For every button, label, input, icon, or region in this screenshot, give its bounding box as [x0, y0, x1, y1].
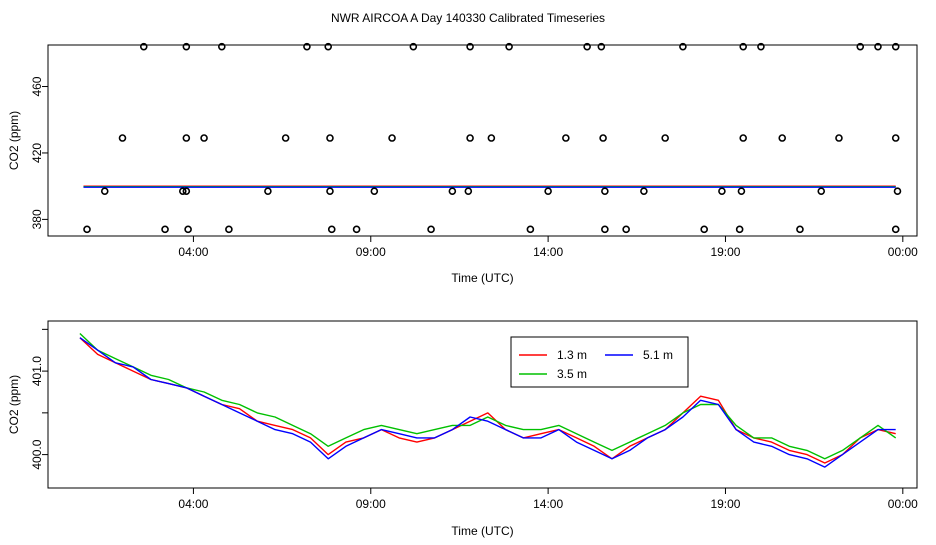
panel2-y-tick-label: 400.0 [30, 439, 44, 469]
panel2-y-tick-label: 401.0 [30, 356, 44, 386]
panel1-scatter-point [874, 42, 882, 51]
panel2-x-tick-label: 04:00 [178, 497, 208, 511]
panel1-scatter-point [427, 225, 435, 234]
panel1-scatter-point [200, 134, 208, 142]
panel1-scatter-point [526, 225, 535, 234]
panel1-scatter-point [505, 42, 513, 51]
panel1-scatter-point [891, 225, 900, 234]
panel1-plot-frame [47, 44, 918, 237]
panel2-legend-label: 5.1 m [643, 348, 673, 362]
panel1-scatter-point [370, 187, 379, 195]
panel1-scatter-point [409, 42, 418, 51]
panel1-scatter-point [835, 134, 843, 142]
panel1-scatter-point [83, 225, 91, 234]
panel2-x-tick-label: 14:00 [533, 497, 563, 511]
panel1-scatter-point [487, 134, 496, 142]
panel1-y-tick-label: 380 [30, 209, 44, 229]
panel1-scatter-point [466, 42, 474, 51]
panel1-scatter-point [466, 134, 474, 142]
panel1-scatter-point [178, 187, 187, 195]
panel2-series-line [79, 337, 896, 468]
chart-title: NWR AIRCOA A Day 140330 Calibrated Times… [331, 11, 605, 25]
panel1-scatter-point [100, 187, 109, 195]
panel1-scatter-point [184, 225, 192, 234]
panel1-scatter-point [118, 134, 127, 142]
panel1-scatter-point [327, 225, 336, 234]
panel2-legend-label: 1.3 m [557, 348, 587, 362]
panel1-scatter-point [352, 225, 361, 234]
panel2-legend-box [510, 336, 689, 388]
panel2-x-tick-label: 09:00 [356, 497, 386, 511]
panel1-scatter-point [544, 187, 552, 195]
panel1-scatter-point [640, 187, 648, 195]
panel1-scatter-point [735, 225, 744, 234]
panel1-scatter-point [737, 187, 746, 195]
panel1-scatter-point [679, 42, 687, 51]
panel1-scatter-point [739, 134, 748, 142]
panel1-scatter-point [264, 187, 272, 195]
panel1-scatter-point [601, 225, 609, 234]
panel1-scatter-point [182, 42, 191, 51]
panel1-scatter-point [583, 42, 591, 51]
panel1-y-tick-label: 420 [30, 143, 44, 163]
panel1-scatter-point [281, 134, 290, 142]
panel1-scatter-point [661, 134, 669, 142]
panel2-y-axis-label: CO2 (ppm) [7, 375, 21, 434]
panel2-plot-frame [47, 320, 918, 489]
panel2-x-axis-label: Time (UTC) [451, 524, 513, 538]
panel1-x-tick-label: 00:00 [888, 245, 918, 259]
panel1-scatter-point [326, 187, 334, 195]
panel2-series-line [79, 337, 896, 464]
panel1-x-axis-label: Time (UTC) [451, 271, 513, 285]
panel1-scatter-point [700, 225, 708, 234]
panel1-x-tick-label: 19:00 [710, 245, 740, 259]
panel2-x-tick-label: 19:00 [710, 497, 740, 511]
panel1-scatter-point [218, 42, 226, 51]
panel1-scatter-point [448, 187, 457, 195]
panel1-scatter-point [599, 134, 607, 142]
panel1-scatter-point [778, 134, 787, 142]
panel1-scatter-point [622, 225, 630, 234]
panel1-x-tick-label: 14:00 [533, 245, 563, 259]
panel1-y-axis-label: CO2 (ppm) [7, 111, 21, 170]
panel2-x-tick-label: 00:00 [888, 497, 918, 511]
panel1-x-tick-label: 04:00 [178, 245, 208, 259]
panel1-scatter-point [326, 134, 334, 142]
panel1-scatter-point [562, 134, 570, 142]
panel1-scatter-point [891, 134, 900, 142]
panel1-scatter-point [739, 42, 748, 51]
panel1-scatter-point [225, 225, 233, 234]
panel1-scatter-point [796, 225, 804, 234]
panel1-scatter-point [324, 42, 333, 51]
panel1-y-tick-label: 460 [30, 76, 44, 96]
panel1-scatter-point [856, 42, 865, 51]
panel1-scatter-point [388, 134, 396, 142]
panel2-legend-label: 3.5 m [557, 367, 587, 381]
panel1-scatter-point [303, 42, 311, 51]
panel1-scatter-point [597, 42, 606, 51]
panel1-scatter-point [139, 42, 148, 51]
panel1-scatter-point [757, 42, 765, 51]
panel1-scatter-point [464, 187, 473, 195]
panel1-scatter-point [161, 225, 169, 234]
panel1-scatter-point [182, 134, 191, 142]
panel1-scatter-point [182, 187, 191, 195]
panel1-scatter-point [891, 42, 900, 51]
panel1-x-tick-label: 09:00 [356, 245, 386, 259]
panel1-scatter-point [817, 187, 826, 195]
panel1-scatter-point [718, 187, 726, 195]
panel1-scatter-point [601, 187, 609, 195]
panel2-series-line [79, 332, 897, 460]
panel1-scatter-point [893, 187, 902, 195]
